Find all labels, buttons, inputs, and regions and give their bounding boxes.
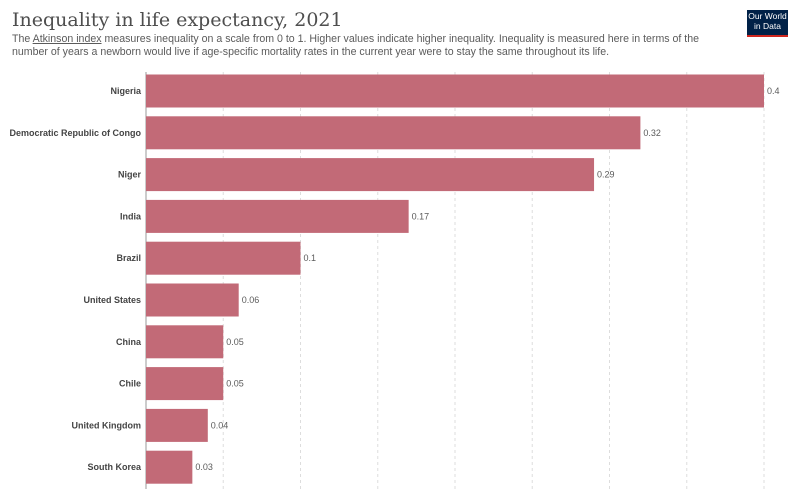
- chart-title: Inequality in life expectancy, 2021: [12, 9, 343, 31]
- logo-line-2: in Data: [754, 20, 781, 31]
- category-label: Democratic Republic of Congo: [9, 128, 141, 138]
- bar[interactable]: [146, 116, 641, 150]
- value-label: 0.05: [226, 379, 244, 389]
- category-label: Niger: [118, 170, 142, 180]
- logo-accent-bar: [747, 35, 788, 37]
- value-label: 0.17: [412, 211, 430, 221]
- value-label: 0.4: [767, 86, 780, 96]
- value-label: 0.05: [226, 337, 244, 347]
- bar[interactable]: [146, 367, 224, 401]
- value-label: 0.29: [597, 170, 615, 180]
- bar[interactable]: [146, 74, 764, 108]
- category-label: China: [116, 337, 142, 347]
- value-label: 0.04: [211, 420, 229, 430]
- bar[interactable]: [146, 325, 224, 359]
- category-label: South Korea: [87, 462, 141, 472]
- chart-subtitle: The Atkinson index measures inequality o…: [12, 33, 712, 59]
- bar[interactable]: [146, 283, 239, 317]
- bar[interactable]: [146, 450, 193, 484]
- owid-logo[interactable]: Our World in Data: [747, 10, 788, 37]
- category-label: United Kingdom: [72, 420, 142, 430]
- value-label: 0.06: [242, 295, 260, 305]
- bar[interactable]: [146, 199, 409, 233]
- bar[interactable]: [146, 158, 595, 192]
- atkinson-index-link[interactable]: Atkinson index: [32, 33, 102, 45]
- subtitle-prefix: The: [12, 33, 33, 45]
- category-label: Brazil: [116, 253, 141, 263]
- bar[interactable]: [146, 408, 208, 442]
- value-label: 0.1: [304, 253, 317, 263]
- subtitle-text: measures inequality on a scale from 0 to…: [12, 33, 700, 58]
- value-label: 0.32: [643, 128, 661, 138]
- category-label: India: [120, 211, 142, 221]
- bar[interactable]: [146, 241, 301, 275]
- category-label: United States: [83, 295, 141, 305]
- category-label: Chile: [119, 379, 141, 389]
- logo-line-1: Our World: [748, 11, 787, 21]
- value-label: 0.03: [195, 462, 213, 472]
- category-label: Nigeria: [110, 86, 142, 96]
